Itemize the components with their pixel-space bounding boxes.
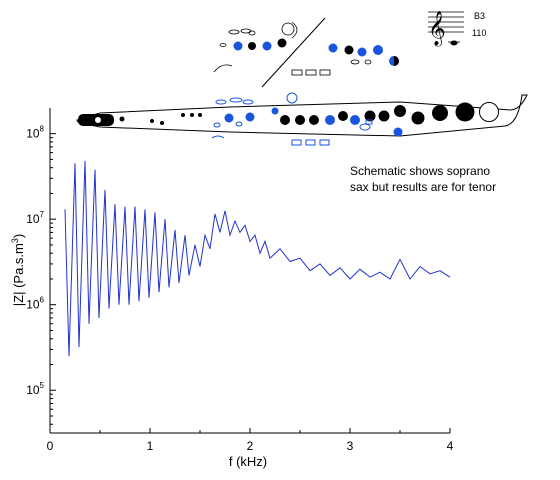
tone-hole-closed (245, 112, 255, 122)
tone-hole (295, 115, 305, 125)
x-tick-label: 1 (147, 439, 154, 453)
plot-frame (49, 108, 450, 434)
y-tick-label: 108 (26, 125, 44, 141)
tone-hole-open (479, 102, 499, 122)
x-tick-label: 0 (47, 439, 54, 453)
x-tick-label: 3 (347, 439, 354, 453)
tone-hole (338, 111, 348, 121)
y-tick-label: 105 (26, 381, 44, 397)
fingering-chart (213, 17, 399, 88)
x-axis-ticks: 0 1 2 3 4 (47, 428, 454, 453)
saxophone-schematic: 𝄞 B3 110 (76, 11, 528, 146)
tone-hole (280, 115, 290, 125)
y-axis-title: |Z| (Pa.s.m3) (10, 234, 26, 306)
tone-hole (411, 111, 425, 125)
y-axis-title-close: ) (11, 234, 26, 238)
fingering-label: 110 (472, 28, 486, 38)
y-axis-ticks: 105 106 107 108 (26, 125, 56, 425)
impedance-curve (64, 160, 451, 357)
tone-hole (364, 110, 376, 122)
small-key (198, 113, 202, 117)
small-key (160, 121, 164, 125)
note-label: B3 (474, 11, 485, 21)
tone-hole (394, 105, 406, 117)
tone-holes (224, 102, 499, 137)
mouthpiece-dot (95, 117, 101, 123)
chart-divider (261, 17, 326, 88)
tone-hole-closed (224, 113, 234, 123)
tone-hole (455, 102, 475, 122)
tone-hole-closed (350, 115, 360, 125)
tone-hole (378, 110, 390, 122)
tone-hole-closed (393, 127, 403, 137)
x-axis-title: f (kHz) (229, 454, 267, 469)
x-tick-label: 4 (447, 439, 454, 453)
tone-hole (309, 115, 319, 125)
small-key (190, 113, 194, 117)
tone-hole (432, 105, 448, 121)
annotation: Schematic shows soprano sax but results … (350, 164, 496, 194)
y-tick-label: 107 (26, 210, 44, 226)
annotation-line-2: sax but results are for tenor (350, 180, 496, 194)
tone-hole-closed (271, 107, 279, 115)
saxophone-body-outline (76, 94, 528, 137)
treble-clef-icon: 𝄞 (428, 11, 446, 47)
annotation-line-1: Schematic shows soprano (350, 164, 490, 178)
y-axis-title-sup: 3 (10, 238, 20, 243)
side-keys (211, 92, 373, 146)
small-key (181, 113, 185, 117)
tone-hole-closed (325, 115, 335, 125)
note-head (450, 40, 458, 46)
y-axis-title-main: |Z| (Pa.s.m (11, 243, 26, 306)
small-key (150, 119, 154, 123)
note-staff: 𝄞 B3 110 (428, 11, 486, 47)
x-tick-label: 2 (247, 439, 254, 453)
octave-key (119, 116, 125, 122)
y-tick-label: 106 (26, 296, 44, 312)
